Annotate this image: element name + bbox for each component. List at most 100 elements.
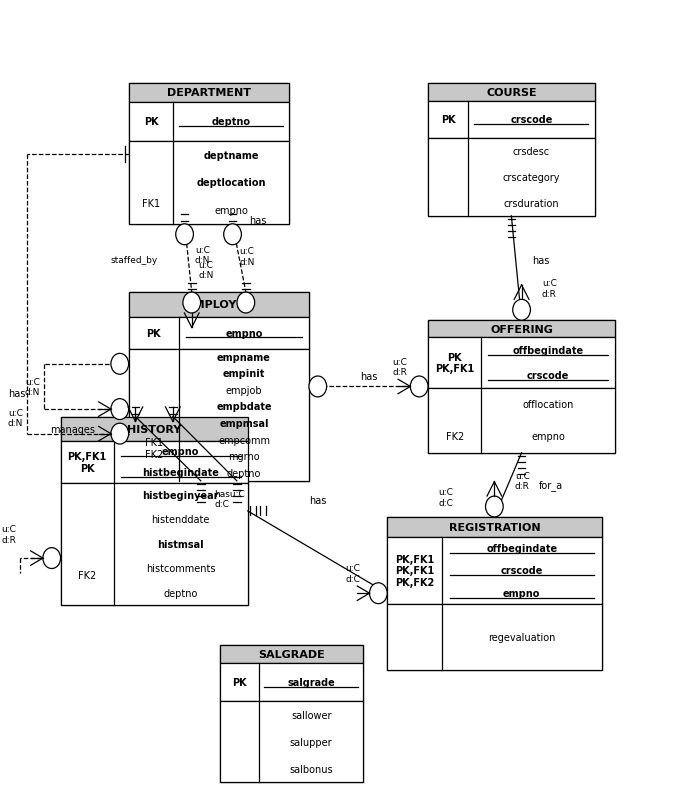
Text: u:C
d:N: u:C d:N <box>8 408 23 427</box>
Text: empno: empno <box>214 206 248 216</box>
Circle shape <box>411 377 428 398</box>
Text: COURSE: COURSE <box>486 87 537 98</box>
Text: offlocation: offlocation <box>522 399 574 410</box>
Text: histbegindate: histbegindate <box>142 468 219 478</box>
Text: for_a: for_a <box>539 480 563 491</box>
Text: empno: empno <box>531 432 565 442</box>
Text: crsdesc: crsdesc <box>513 147 550 156</box>
Text: u:C
d:C: u:C d:C <box>345 564 360 583</box>
Circle shape <box>183 293 201 314</box>
Bar <box>387 537 602 604</box>
Bar <box>61 417 248 442</box>
Bar <box>428 321 615 338</box>
Text: OFFERING: OFFERING <box>490 324 553 334</box>
Bar <box>128 349 309 481</box>
Bar <box>221 646 364 663</box>
Text: histenddate: histenddate <box>152 515 210 525</box>
Text: PK
PK,FK1: PK PK,FK1 <box>435 352 474 374</box>
Circle shape <box>43 548 61 569</box>
Text: offbegindate: offbegindate <box>513 346 584 355</box>
Text: PK,FK1
PK: PK,FK1 PK <box>68 452 107 473</box>
Text: crscode: crscode <box>510 115 553 125</box>
Circle shape <box>224 225 241 245</box>
Circle shape <box>237 293 255 314</box>
Circle shape <box>513 300 531 321</box>
Text: salupper: salupper <box>290 737 333 747</box>
Text: deptno: deptno <box>211 117 250 127</box>
Text: PK: PK <box>146 328 161 338</box>
Text: deptname: deptname <box>203 151 259 160</box>
Bar <box>428 388 615 453</box>
Bar <box>128 318 309 350</box>
Text: EMPLOYEE: EMPLOYEE <box>186 300 252 310</box>
Text: sallower: sallower <box>291 710 331 720</box>
Circle shape <box>370 583 387 604</box>
Bar <box>61 442 248 483</box>
Text: FK2: FK2 <box>78 570 97 580</box>
Text: crscode: crscode <box>527 371 569 381</box>
Bar <box>428 321 615 453</box>
Text: REGISTRATION: REGISTRATION <box>448 522 540 533</box>
Text: PK,FK1
PK,FK1
PK,FK2: PK,FK1 PK,FK1 PK,FK2 <box>395 554 434 587</box>
Text: has: has <box>308 496 326 506</box>
Text: crscode: crscode <box>500 565 543 576</box>
Bar <box>128 293 309 481</box>
Text: FK1: FK1 <box>142 199 160 209</box>
Text: empjob: empjob <box>226 386 262 395</box>
Text: u:C
d:R: u:C d:R <box>393 357 408 377</box>
Text: u:C
d:R: u:C d:R <box>515 472 530 491</box>
Text: HISTORY: HISTORY <box>127 424 181 435</box>
Circle shape <box>309 376 326 398</box>
Text: has: has <box>532 256 549 265</box>
Text: u:C
d:R: u:C d:R <box>542 279 557 298</box>
Bar <box>61 483 248 606</box>
Bar <box>428 84 595 217</box>
Bar <box>128 84 288 103</box>
Text: empno: empno <box>503 588 540 598</box>
Text: deptlocation: deptlocation <box>196 178 266 188</box>
Circle shape <box>111 423 128 444</box>
Text: empname: empname <box>217 353 271 363</box>
Text: crscategory: crscategory <box>502 172 560 183</box>
Text: SALGRADE: SALGRADE <box>259 650 325 659</box>
Text: manages: manages <box>50 424 95 435</box>
Bar <box>61 417 248 606</box>
Bar <box>128 293 309 318</box>
Bar <box>387 604 602 670</box>
Text: hasu:C
d:C: hasu:C d:C <box>215 489 245 508</box>
Text: u:C
d:R: u:C d:R <box>1 525 17 544</box>
Text: PK: PK <box>233 678 247 687</box>
Bar <box>221 702 364 782</box>
Bar <box>387 517 602 537</box>
Circle shape <box>176 225 193 245</box>
Text: u:C
d:N: u:C d:N <box>195 245 210 265</box>
Text: has: has <box>8 389 25 399</box>
Bar <box>221 663 364 702</box>
Text: has: has <box>359 371 377 382</box>
Text: staffed_by: staffed_by <box>110 256 157 265</box>
Text: FK2: FK2 <box>446 432 464 442</box>
Text: has: has <box>250 216 267 225</box>
Text: u:C
d:N: u:C d:N <box>239 247 255 266</box>
Text: FK1
FK2: FK1 FK2 <box>145 437 163 459</box>
Text: u:C
d:N: u:C d:N <box>199 261 214 280</box>
Text: deptno: deptno <box>227 468 262 478</box>
Text: salgrade: salgrade <box>287 678 335 687</box>
Text: offbegindate: offbegindate <box>486 543 558 553</box>
Text: u:C
d:N: u:C d:N <box>25 377 40 397</box>
Text: empno: empno <box>162 447 199 457</box>
Text: histbeginyear: histbeginyear <box>143 490 219 500</box>
Bar <box>428 84 595 101</box>
Text: PK: PK <box>144 117 158 127</box>
Circle shape <box>111 399 128 420</box>
Bar <box>428 139 595 217</box>
Text: empcomm: empcomm <box>218 435 270 445</box>
Text: deptno: deptno <box>164 588 198 598</box>
Bar <box>221 646 364 782</box>
Circle shape <box>486 496 503 517</box>
Text: salbonus: salbonus <box>289 764 333 774</box>
Text: empmsal: empmsal <box>219 419 269 428</box>
Text: crsduration: crsduration <box>504 199 559 209</box>
Bar <box>128 84 288 225</box>
Text: histcomments: histcomments <box>146 564 215 573</box>
